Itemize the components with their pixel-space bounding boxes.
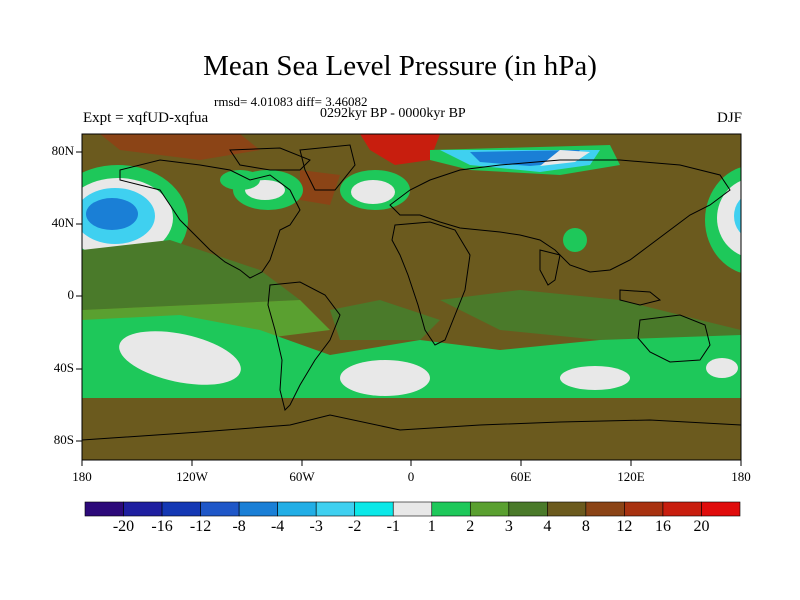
colorbar-label: -20 bbox=[112, 518, 135, 535]
contour-tibet-green bbox=[563, 228, 587, 252]
experiment-label: Expt = xqfUD-xqfua bbox=[83, 110, 209, 126]
y-tick-label: 40S bbox=[53, 360, 74, 375]
contour-atlantic-band bbox=[330, 300, 440, 340]
colorbar bbox=[84, 501, 741, 517]
colorbar-swatch bbox=[200, 501, 240, 517]
contour-arctic-high bbox=[360, 134, 440, 165]
x-tick-label: 0 bbox=[407, 469, 415, 484]
contour-indian-band bbox=[440, 290, 741, 350]
colorbar-swatch bbox=[277, 501, 317, 517]
x-tick-label: 120W bbox=[176, 469, 208, 484]
contour-npac-east-white bbox=[717, 180, 741, 256]
colorbar-label: 4 bbox=[543, 518, 552, 535]
colorbar-label: 3 bbox=[504, 518, 513, 535]
x-tick-label: 60E bbox=[510, 469, 532, 484]
y-tick-label: 0 bbox=[67, 287, 75, 302]
colorbar-label: 2 bbox=[466, 518, 475, 535]
contour-iceland-white bbox=[351, 180, 395, 204]
contour-spac-high bbox=[119, 331, 241, 385]
contour-hudson-green bbox=[220, 170, 260, 190]
axis-ticks bbox=[76, 151, 742, 466]
x-tick-label: 60W bbox=[289, 469, 315, 484]
colorbar-swatch bbox=[701, 501, 741, 517]
x-tick-label: 180 bbox=[72, 469, 92, 484]
colorbar-label: -2 bbox=[348, 518, 362, 535]
contour-barents-white bbox=[540, 150, 590, 166]
colorbar-swatch bbox=[431, 501, 471, 517]
colorbar-swatch bbox=[547, 501, 587, 517]
x-tick-label: 180 bbox=[731, 469, 751, 484]
colorbar-label: -12 bbox=[189, 518, 212, 535]
colorbar-swatch bbox=[469, 501, 510, 517]
contour-sind-high bbox=[560, 366, 630, 390]
stats-line: rmsd= 4.01083 diff= 3.46082 bbox=[214, 94, 368, 109]
colorbar-label: -16 bbox=[151, 518, 173, 535]
colorbar-label: 8 bbox=[581, 518, 590, 535]
contour-greenland bbox=[300, 170, 340, 205]
y-tick-label: 80N bbox=[51, 143, 74, 158]
colorbar-swatch bbox=[585, 501, 625, 517]
colorbar-label: 16 bbox=[654, 518, 671, 535]
colorbar-swatch bbox=[624, 501, 664, 517]
colorbar-swatch bbox=[123, 501, 163, 517]
colorbar-label: 1 bbox=[427, 518, 436, 535]
x-tick-label: 120E bbox=[617, 469, 645, 484]
colorbar-swatch bbox=[161, 501, 201, 517]
y-tick-label: 40N bbox=[51, 215, 74, 230]
colorbar-swatch bbox=[84, 501, 124, 517]
colorbar-label: 20 bbox=[693, 518, 710, 535]
colorbar-label: -1 bbox=[386, 518, 400, 535]
coastlines bbox=[82, 144, 741, 441]
contour-arctic-west bbox=[100, 134, 260, 160]
contour-npac-blue bbox=[86, 198, 138, 230]
y-tick-label: 80S bbox=[53, 432, 74, 447]
colorbar-swatch bbox=[662, 501, 702, 517]
colorbar-label: -3 bbox=[309, 518, 323, 535]
contour-npac-east-cyan bbox=[734, 198, 741, 234]
colorbar-label: -8 bbox=[232, 518, 246, 535]
colorbar-label: 12 bbox=[616, 518, 633, 535]
contour-tasman-high bbox=[706, 358, 738, 378]
colorbar-swatch bbox=[392, 501, 433, 517]
map-title: Mean Sea Level Pressure (in hPa) bbox=[203, 50, 597, 82]
colorbar-swatch bbox=[354, 501, 394, 517]
period-label: 0292kyr BP - 0000kyr BP bbox=[320, 106, 466, 121]
colorbar-label: -4 bbox=[270, 518, 285, 535]
season-label: DJF bbox=[716, 110, 742, 126]
colorbar-swatch bbox=[238, 501, 278, 517]
colorbar-swatch bbox=[508, 501, 548, 517]
contour-pacific-band bbox=[82, 240, 300, 310]
contour-satl-high bbox=[340, 360, 430, 396]
colorbar-swatch bbox=[315, 501, 356, 517]
